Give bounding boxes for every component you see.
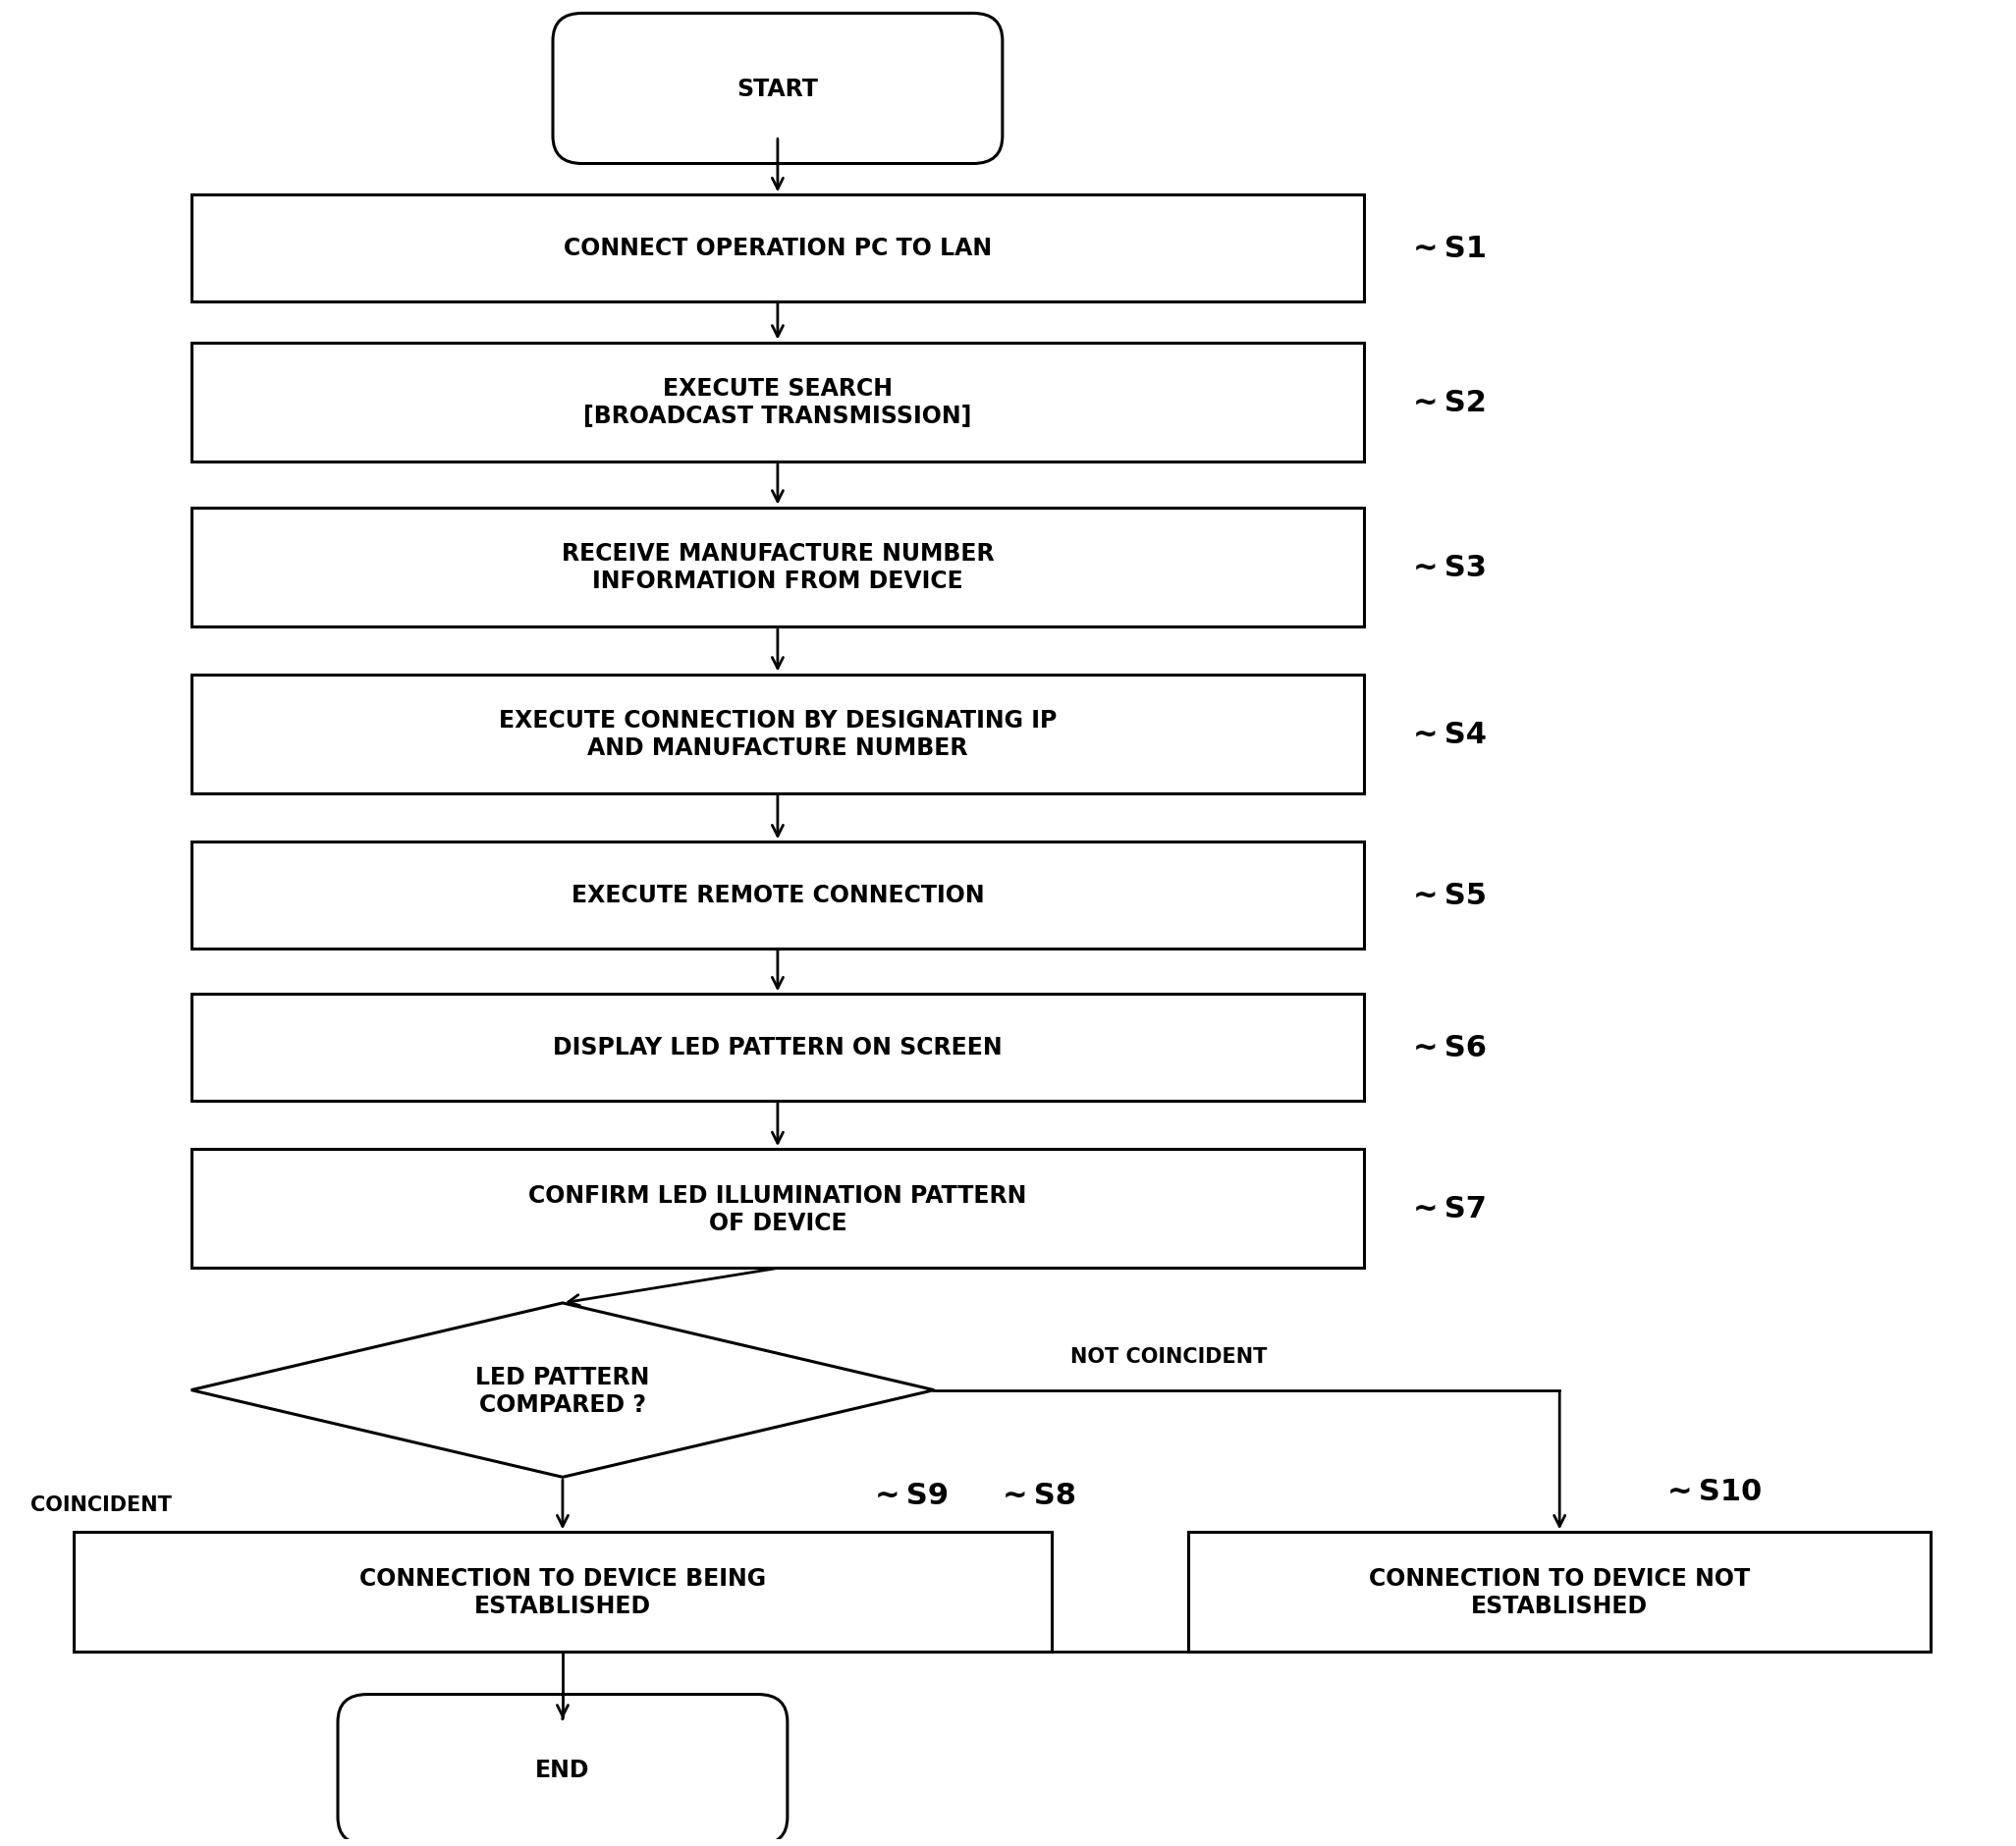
FancyBboxPatch shape [75,1532,1050,1652]
FancyBboxPatch shape [192,1150,1365,1268]
FancyBboxPatch shape [1187,1532,1931,1652]
Text: ~ S2: ~ S2 [1413,388,1486,417]
FancyBboxPatch shape [192,343,1365,462]
Text: ~ S5: ~ S5 [1413,881,1486,910]
Text: CONNECT OPERATION PC TO LAN: CONNECT OPERATION PC TO LAN [564,236,992,260]
Text: EXECUTE SEARCH
[BROADCAST TRANSMISSION]: EXECUTE SEARCH [BROADCAST TRANSMISSION] [583,377,972,428]
Text: ~ S1: ~ S1 [1413,234,1486,262]
Text: DISPLAY LED PATTERN ON SCREEN: DISPLAY LED PATTERN ON SCREEN [552,1036,1002,1060]
FancyBboxPatch shape [192,196,1365,303]
Text: EXECUTE CONNECTION BY DESIGNATING IP
AND MANUFACTURE NUMBER: EXECUTE CONNECTION BY DESIGNATING IP AND… [498,709,1056,761]
Text: ~ S3: ~ S3 [1413,554,1486,581]
Text: NOT COINCIDENT: NOT COINCIDENT [1070,1348,1266,1366]
Text: ~ S6: ~ S6 [1413,1034,1486,1061]
Text: LED PATTERN
COMPARED ?: LED PATTERN COMPARED ? [476,1364,649,1416]
Text: CONNECTION TO DEVICE BEING
ESTABLISHED: CONNECTION TO DEVICE BEING ESTABLISHED [359,1567,766,1617]
FancyBboxPatch shape [192,995,1365,1100]
Text: ~ S9: ~ S9 [875,1480,950,1510]
FancyBboxPatch shape [192,842,1365,949]
FancyBboxPatch shape [552,15,1002,164]
FancyBboxPatch shape [339,1695,788,1844]
Text: START: START [738,78,818,102]
Text: ~ S4: ~ S4 [1413,720,1486,748]
Text: RECEIVE MANUFACTURE NUMBER
INFORMATION FROM DEVICE: RECEIVE MANUFACTURE NUMBER INFORMATION F… [560,543,994,593]
Polygon shape [192,1303,933,1477]
Text: EXECUTE REMOTE CONNECTION: EXECUTE REMOTE CONNECTION [571,884,984,906]
FancyBboxPatch shape [192,508,1365,628]
FancyBboxPatch shape [192,676,1365,794]
Text: ~ S7: ~ S7 [1413,1194,1486,1224]
Text: ~ S8: ~ S8 [1002,1480,1077,1510]
Text: COINCIDENT: COINCIDENT [30,1495,171,1514]
Text: ~ S10: ~ S10 [1667,1477,1762,1504]
Text: CONNECTION TO DEVICE NOT
ESTABLISHED: CONNECTION TO DEVICE NOT ESTABLISHED [1369,1567,1750,1617]
Text: END: END [536,1757,591,1781]
Text: CONFIRM LED ILLUMINATION PATTERN
OF DEVICE: CONFIRM LED ILLUMINATION PATTERN OF DEVI… [528,1183,1026,1235]
